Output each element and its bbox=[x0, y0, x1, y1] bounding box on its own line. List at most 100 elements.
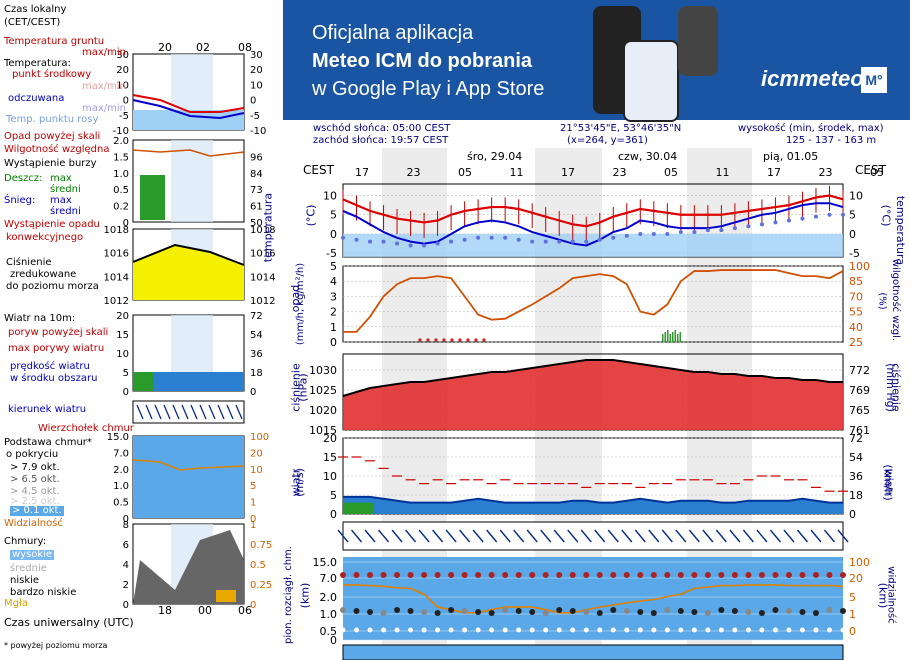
precip-panel: 0 1 2 3 4 5 25 40 55 70 85 100 bbox=[330, 260, 870, 349]
wind-arrow bbox=[621, 529, 633, 543]
y-tick-label: 5 bbox=[330, 260, 337, 273]
y-tick-label: 1 bbox=[330, 321, 337, 334]
y2-tick-label: 85 bbox=[849, 275, 863, 288]
legend-mini-frame bbox=[132, 435, 245, 519]
cloud-low-marker bbox=[651, 627, 657, 633]
cloud-axis-title: pion. rozciągł. chm. bbox=[282, 546, 294, 644]
cloud-base-marker bbox=[542, 610, 549, 616]
cloud-top-marker bbox=[515, 572, 522, 578]
legend-mini-tick-right: 10 bbox=[250, 465, 263, 476]
sunrise-text: wschód słońca: 05:00 CEST bbox=[313, 123, 451, 134]
cloud-top-marker bbox=[407, 572, 414, 578]
wind-arrow bbox=[432, 529, 444, 543]
cloud-top-marker bbox=[637, 572, 644, 578]
legend-rain-bars bbox=[140, 175, 165, 220]
cloud-top-marker bbox=[826, 572, 833, 578]
cloud-base-marker bbox=[367, 609, 374, 615]
precip-dot bbox=[458, 338, 462, 342]
wind-arrow bbox=[823, 529, 836, 543]
visibility-line bbox=[343, 584, 844, 614]
wind-arrow bbox=[472, 529, 484, 543]
legend-tick-bottom-1: 18 bbox=[158, 604, 172, 617]
legend-fog-bars bbox=[216, 590, 236, 602]
cloud-low-marker bbox=[664, 627, 670, 633]
legend-mini-tick-right: 0 bbox=[250, 387, 256, 398]
cloud-low-marker bbox=[597, 627, 603, 633]
y-tick-label: 15 bbox=[323, 451, 337, 464]
app-banner[interactable]: Oficjalna aplikacja Meteo ICM do pobrani… bbox=[283, 0, 910, 122]
below-zero-fill bbox=[343, 233, 843, 257]
legend-mini-tick-right: 20 bbox=[250, 448, 263, 459]
dew-point-marker bbox=[746, 224, 751, 229]
cloud-base-marker bbox=[772, 607, 779, 613]
dew-point-marker bbox=[692, 230, 697, 235]
cloud-base-marker bbox=[502, 607, 509, 613]
legend-wind-arrow bbox=[208, 404, 216, 420]
cloud-base-marker bbox=[353, 608, 360, 614]
legend-night-band bbox=[171, 229, 213, 300]
vis-axis-title: widzialność bbox=[885, 566, 897, 624]
wind-panel: 0 5 10 15 20 0 18 36 54 72 bbox=[323, 432, 863, 521]
icmmeteo-logo: icmmeteo bbox=[761, 66, 864, 91]
legend-perceived-line bbox=[132, 99, 245, 120]
temp-axis-title: temperatura bbox=[262, 188, 275, 268]
cloud-top-marker bbox=[542, 572, 549, 578]
cloud-top-marker bbox=[691, 572, 698, 578]
wind-arrow bbox=[769, 529, 781, 543]
cloud-top-marker bbox=[475, 572, 482, 578]
pressure-area bbox=[343, 360, 843, 430]
legend-mini-tick: 10 bbox=[116, 349, 129, 360]
cloud-low-marker bbox=[759, 627, 765, 633]
rain-bar bbox=[674, 330, 676, 342]
cloud-top-marker bbox=[812, 572, 819, 578]
cloud-base-marker bbox=[677, 608, 684, 614]
legend-okt5: > 0.1 okt. bbox=[10, 505, 64, 516]
y2-tick-label: 0 bbox=[849, 228, 856, 241]
phone-image-3 bbox=[678, 6, 718, 76]
cloud-base-marker bbox=[515, 608, 522, 614]
legend-precip-above: Opad powyżej skali bbox=[4, 131, 101, 142]
dew-point-marker bbox=[705, 228, 710, 233]
dew-point-marker bbox=[638, 231, 643, 236]
y2-tick-label: 72 bbox=[849, 432, 863, 445]
precip-dot bbox=[474, 338, 478, 342]
cloud-low-marker bbox=[705, 627, 711, 633]
legend-mini-tick: 0.5 bbox=[113, 498, 129, 509]
legend-soil-temp: Temperatura gruntu bbox=[4, 36, 105, 47]
pressure-panel: 1015 1020 1025 1030 761 765 769 772 bbox=[309, 353, 870, 437]
humidity-axis-title: wilgotność wzgl. bbox=[890, 258, 902, 342]
y-tick-label: 4 bbox=[330, 275, 337, 288]
night-bands bbox=[382, 148, 752, 660]
night-band bbox=[382, 148, 447, 660]
y2-tick-label: 0 bbox=[849, 625, 856, 638]
legend-night-band bbox=[171, 315, 213, 391]
cloud-base-marker bbox=[785, 608, 792, 614]
cloud-base-marker bbox=[529, 609, 536, 615]
legend-mini-frame bbox=[132, 523, 245, 605]
wind-arrow bbox=[634, 529, 646, 543]
cloud-base-marker bbox=[583, 609, 590, 615]
dew-point-marker bbox=[449, 239, 454, 244]
legend-cloud-base: Podstawa chmur* bbox=[4, 437, 92, 448]
dew-point-marker bbox=[354, 237, 359, 242]
rain-bar bbox=[669, 334, 671, 342]
pressure-axis-unit: (hPa) bbox=[296, 373, 310, 402]
legend-tick-top-3: 08 bbox=[238, 41, 252, 54]
cloud-top-marker bbox=[704, 572, 711, 578]
cloud-low-marker bbox=[637, 627, 643, 633]
wind-arrow bbox=[486, 529, 498, 543]
wind-axis-unit-right: (km/h) bbox=[881, 464, 895, 501]
wind-arrow bbox=[756, 529, 768, 543]
legend-mini-tick-right: -10 bbox=[250, 126, 266, 137]
precip-dot bbox=[418, 338, 422, 342]
legend-night-band bbox=[171, 524, 213, 604]
cloud-low-marker bbox=[799, 627, 805, 633]
cloud-base-marker bbox=[556, 607, 563, 613]
cloud-base-marker bbox=[650, 610, 657, 616]
legend-wind-arrow bbox=[226, 404, 234, 420]
dew-point-marker bbox=[597, 237, 602, 242]
hour-tick-label: 11 bbox=[510, 166, 524, 179]
cloud-cover-frame bbox=[342, 644, 844, 660]
y-tick-label: 10 bbox=[323, 190, 337, 203]
